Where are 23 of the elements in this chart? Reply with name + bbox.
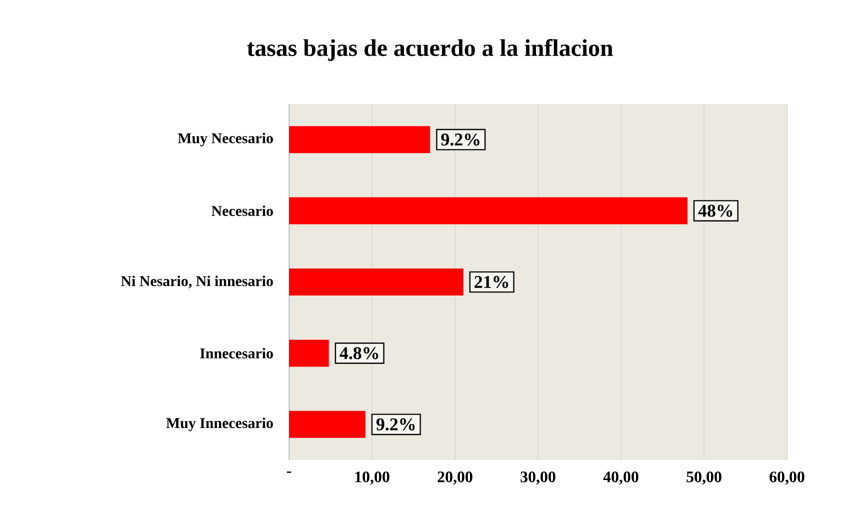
bar: [289, 340, 329, 367]
x-tick-label: 30,00: [520, 472, 556, 485]
chart-title: tasas bajas de acuerdo a la inflacion: [247, 39, 613, 61]
x-tick-label: 10,00: [355, 472, 390, 485]
x-tick-label: 50,00: [686, 472, 722, 485]
bar: [289, 126, 430, 154]
x-tick-label: 20,00: [438, 472, 472, 485]
y-tick-label: Ni Nesario, Ni innesario: [121, 276, 273, 288]
annotation: 9.2%: [441, 134, 480, 146]
x-tick-label: -: [286, 472, 292, 473]
x-tick-label: 40,00: [603, 472, 638, 485]
bar: [289, 268, 464, 296]
data-label: 4.8%: [340, 347, 378, 360]
bar: [289, 410, 366, 438]
data-label: 9.2%: [376, 418, 415, 430]
data-label: 48%: [698, 204, 732, 217]
data-label: 21%: [474, 276, 508, 288]
y-tick-label: Muy Necesario: [178, 132, 273, 146]
y-tick-label: Innecesario: [200, 348, 273, 358]
bar: [289, 197, 688, 224]
x-tick-label: 60,00: [770, 472, 804, 485]
y-tick-label: Necesario: [212, 206, 273, 216]
y-tick-label: Muy Innecesario: [166, 418, 273, 432]
